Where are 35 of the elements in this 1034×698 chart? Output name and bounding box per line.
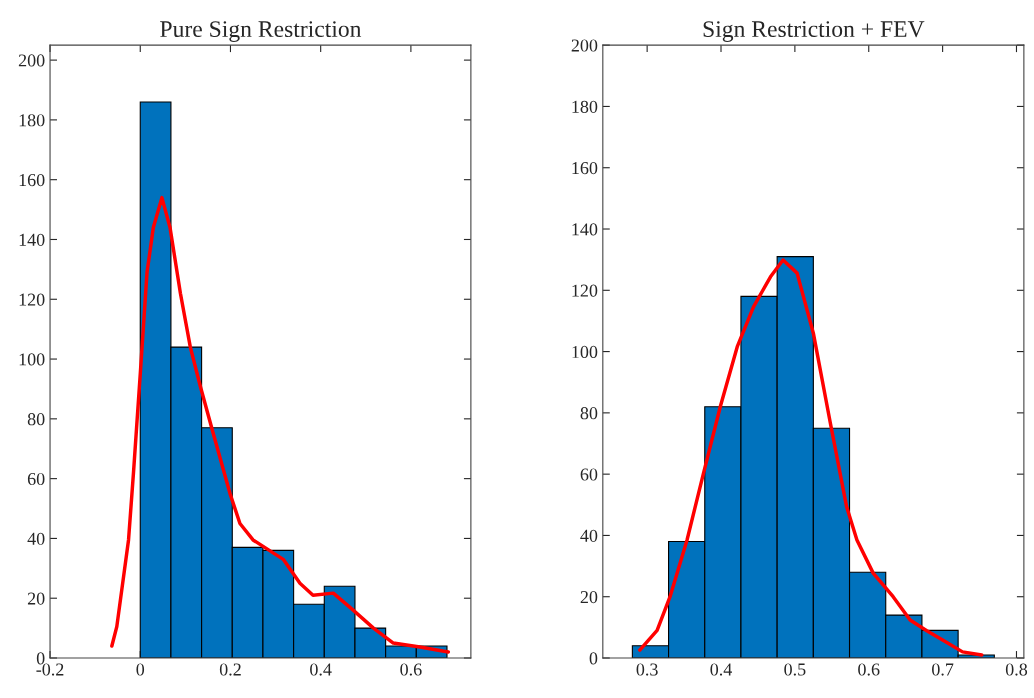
x-tick-label: 0.6: [400, 663, 422, 676]
y-tick-label: 40: [27, 532, 45, 545]
y-tick-label: 100: [572, 345, 598, 359]
y-tick-label: 120: [572, 284, 598, 297]
y-tick-label: 160: [572, 161, 598, 175]
y-tick-label: 120: [19, 293, 45, 306]
y-tick-label: 40: [580, 529, 598, 542]
x-tick-label: 0.4: [710, 663, 733, 676]
y-tick-label: 160: [19, 173, 45, 187]
chart-title: Sign Restriction + FEV: [703, 21, 925, 42]
y-tick-label: 80: [27, 413, 45, 426]
x-tick-label: 0.4: [310, 663, 332, 676]
y-tick-label: 60: [27, 472, 45, 486]
x-tick-label: 0.8: [1005, 663, 1028, 676]
x-tick-label: 0.6: [858, 663, 880, 676]
chart-title: Pure Sign Restriction: [160, 21, 362, 42]
y-tick-label: 60: [580, 468, 598, 481]
y-tick-label: 0: [36, 652, 45, 665]
y-tick-label: 0: [589, 652, 598, 665]
y-tick-label: 80: [580, 407, 598, 420]
y-tick-label: 20: [27, 592, 45, 605]
y-tick-label: 200: [571, 39, 598, 52]
x-tick-label: 0.3: [636, 663, 658, 676]
x-tick-label: 0: [136, 663, 145, 676]
x-tick-label: 0.7: [932, 663, 954, 676]
y-tick-label: 140: [19, 233, 45, 246]
x-tick-label: -0.2: [36, 663, 64, 676]
y-tick-label: 100: [19, 353, 45, 366]
y-tick-label: 140: [572, 223, 598, 236]
x-tick-label: 0.5: [784, 663, 806, 676]
y-tick-label: 180: [19, 114, 45, 127]
y-tick-label: 200: [18, 54, 45, 67]
y-tick-label: 180: [572, 100, 598, 113]
y-tick-label: 20: [580, 590, 598, 604]
x-tick-label: 0.2: [219, 663, 241, 676]
